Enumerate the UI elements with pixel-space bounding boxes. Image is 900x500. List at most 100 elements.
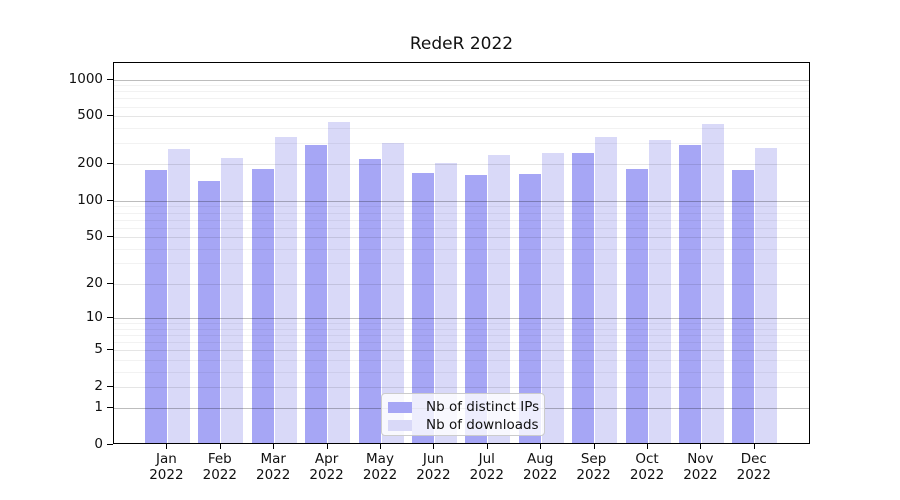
x-axis-tick-label-oct: Oct 2022 [611,451,683,483]
x-tick-sep [593,444,595,449]
bar-downloads-sep [595,136,618,443]
gridline-1000 [114,79,809,81]
x-axis-tick-label-jan: Jan 2022 [130,451,202,483]
gridline-minor-800 [114,91,809,93]
chart-title: RedeR 2022 [409,34,514,54]
x-tick-apr [326,444,328,449]
gridline-50 [114,237,809,239]
gridline-minor-30 [114,263,809,265]
y-tick-200 [107,163,113,165]
x-tick-aug [540,444,542,449]
bar-distinct-ips-jul [465,175,488,443]
bar-downloads-may [381,143,404,443]
gridline-minor-900 [114,85,809,87]
y-tick-10 [107,317,113,319]
gridline-200 [114,164,809,166]
y-axis-tick-label-1: 1 [94,399,103,416]
x-axis-tick-label-aug: Aug 2022 [504,451,576,483]
gridline-minor-3 [114,371,809,373]
x-axis-tick-label-jul: Jul 2022 [451,451,523,483]
legend-swatch-distinct-ips [388,402,412,413]
gridline-100 [114,200,809,202]
gridline-minor-40 [114,248,809,250]
bar-downloads-jan [167,148,190,443]
gridline-minor-8 [114,328,809,330]
y-axis-tick-label-20: 20 [85,274,103,291]
y-tick-5 [107,349,113,351]
gridline-5 [114,350,809,352]
y-tick-50 [107,236,113,238]
bar-downloads-jul [488,154,511,443]
x-axis-year-label-jul: 2022 [469,467,504,483]
bar-downloads-oct [648,139,671,443]
y-tick-0 [107,444,113,445]
gridline-10 [114,318,809,320]
x-axis-tick-label-sep: Sep 2022 [558,451,630,483]
x-axis-year-label-sep: 2022 [576,467,611,483]
y-axis-tick-label-1000: 1000 [68,70,103,87]
x-tick-jan [166,444,168,449]
bar-distinct-ips-jan [144,170,167,443]
y-axis-tick-label-500: 500 [77,107,103,124]
bar-distinct-ips-nov [678,144,701,443]
bar-downloads-apr [328,121,351,443]
x-tick-may [380,444,381,449]
x-axis-year-label-may: 2022 [362,467,398,483]
bar-distinct-ips-dec [732,170,755,443]
gridline-minor-60 [114,227,809,229]
x-tick-feb [219,444,221,449]
y-axis-tick-label-2: 2 [94,377,103,394]
x-axis-tick-label-mar: Mar 2022 [237,451,309,483]
bar-distinct-ips-jun [411,173,434,443]
plot-area [113,62,810,444]
x-tick-nov [700,444,702,449]
y-axis-tick-label-200: 200 [77,155,103,172]
gridline-500 [114,116,809,118]
x-tick-jul [486,444,488,449]
x-axis-year-label-jan: 2022 [149,467,184,483]
x-tick-jun [433,444,435,449]
y-axis-tick-label-50: 50 [85,228,103,245]
bar-downloads-aug [541,152,564,443]
x-axis-tick-label-jun: Jun 2022 [397,451,469,483]
x-axis-tick-label-feb: Feb 2022 [184,451,256,483]
x-axis-tick-label-may: May 2022 [344,451,416,483]
x-tick-oct [647,444,648,449]
bar-distinct-ips-sep [572,152,595,443]
x-axis-tick-label-dec: Dec 2022 [718,451,790,483]
x-axis-tick-label-apr: Apr 2022 [291,451,363,483]
x-axis-tick-label-nov: Nov 2022 [664,451,736,483]
gridline-2 [114,386,809,388]
x-axis-year-label-nov: 2022 [683,467,718,483]
x-axis-year-label-apr: 2022 [309,467,344,483]
y-tick-500 [107,115,113,117]
bar-downloads-jun [434,163,457,443]
y-axis-tick-label-100: 100 [77,191,103,208]
bar-distinct-ips-may [358,159,381,443]
gridline-minor-6 [114,342,809,344]
legend-label-downloads: Nb of downloads [426,417,539,433]
legend-label-distinct-ips: Nb of distinct IPs [426,399,540,415]
x-tick-mar [273,444,275,449]
y-tick-100 [107,199,113,201]
gridline-minor-90 [114,206,809,208]
gridline-minor-4 [114,359,809,361]
gridline-minor-80 [114,212,809,214]
bar-distinct-ips-feb [198,181,221,443]
x-tick-dec [753,444,755,449]
bar-distinct-ips-aug [518,173,541,443]
gridline-minor-300 [114,143,809,145]
y-tick-20 [107,282,113,284]
legend: Nb of distinct IPs Nb of downloads [381,393,545,436]
x-axis-year-label-feb: 2022 [202,467,237,483]
bar-distinct-ips-mar [251,168,274,443]
gridline-minor-9 [114,323,809,325]
gridline-minor-700 [114,98,809,100]
bar-downloads-feb [221,158,244,443]
bar-downloads-dec [755,147,778,443]
y-tick-1 [107,407,113,409]
gridline-minor-70 [114,219,809,221]
bar-downloads-nov [701,124,724,443]
y-axis-tick-label-0: 0 [94,436,103,452]
x-axis-year-label-oct: 2022 [629,467,665,483]
